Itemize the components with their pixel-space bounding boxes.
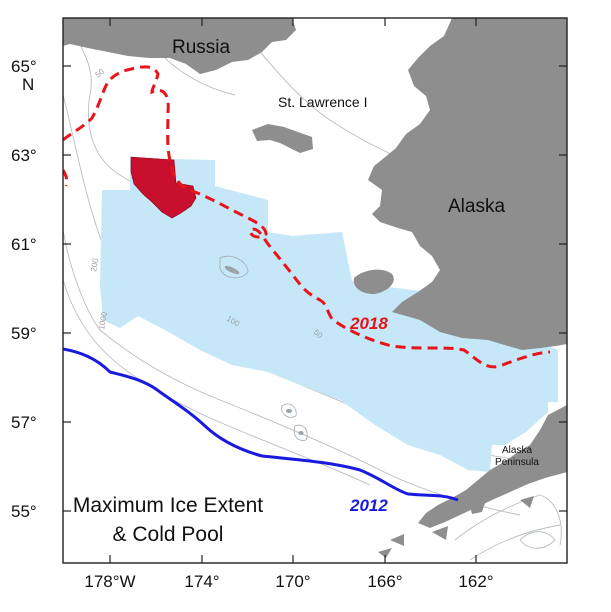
place-label-st-lawrence: St. Lawrence I xyxy=(278,94,368,110)
contour-200 xyxy=(63,229,521,516)
place-label-alaska-peninsula-2: Peninsula xyxy=(495,457,539,468)
series-label-2012: 2012 xyxy=(349,496,388,515)
longitude-labels: 178°W 174° 170° 166° 162° xyxy=(84,572,493,591)
lat-tick-label: 55° xyxy=(11,502,37,521)
lat-tick-label: 57° xyxy=(11,413,37,432)
legend-title-line2: & Cold Pool xyxy=(113,523,224,546)
contour-label-200: 200 xyxy=(89,257,100,272)
place-label-russia: Russia xyxy=(172,37,231,58)
lon-tick-label: 178°W xyxy=(84,572,135,591)
series-label-2018: 2018 xyxy=(349,314,388,333)
contour-label-50: 50 xyxy=(94,67,107,80)
place-label-alaska: Alaska xyxy=(448,196,505,217)
land-stlawrence-island xyxy=(252,124,313,153)
lon-tick-label: 166° xyxy=(367,572,402,591)
ice-edge-2012-line xyxy=(63,347,459,502)
legend-title-line1: Maximum Ice Extent xyxy=(73,494,263,517)
place-label-alaska-peninsula-1: Alaska xyxy=(502,445,532,456)
land-alaska-peninsula xyxy=(418,405,567,528)
land-russia xyxy=(63,18,296,74)
plot-frame xyxy=(62,17,568,564)
tick-marks xyxy=(63,18,567,563)
latitude-labels: 65° N 63° 61° 59° 57° 55° xyxy=(11,57,37,521)
land-alaska xyxy=(368,18,567,350)
contour-label-1000: 1000 xyxy=(97,311,109,331)
land xyxy=(63,18,567,558)
lat-tick-label: 59° xyxy=(11,324,37,343)
lon-tick-label: 174° xyxy=(184,572,219,591)
lat-tick-label: 61° xyxy=(11,235,37,254)
lat-tick-label: 65° xyxy=(11,57,37,76)
lat-unit-label: N xyxy=(22,75,34,94)
lon-tick-label: 170° xyxy=(275,572,310,591)
small-islands xyxy=(224,265,304,435)
lat-tick-label: 63° xyxy=(11,146,37,165)
lon-tick-label: 162° xyxy=(458,572,493,591)
land-nunivak xyxy=(353,269,394,294)
